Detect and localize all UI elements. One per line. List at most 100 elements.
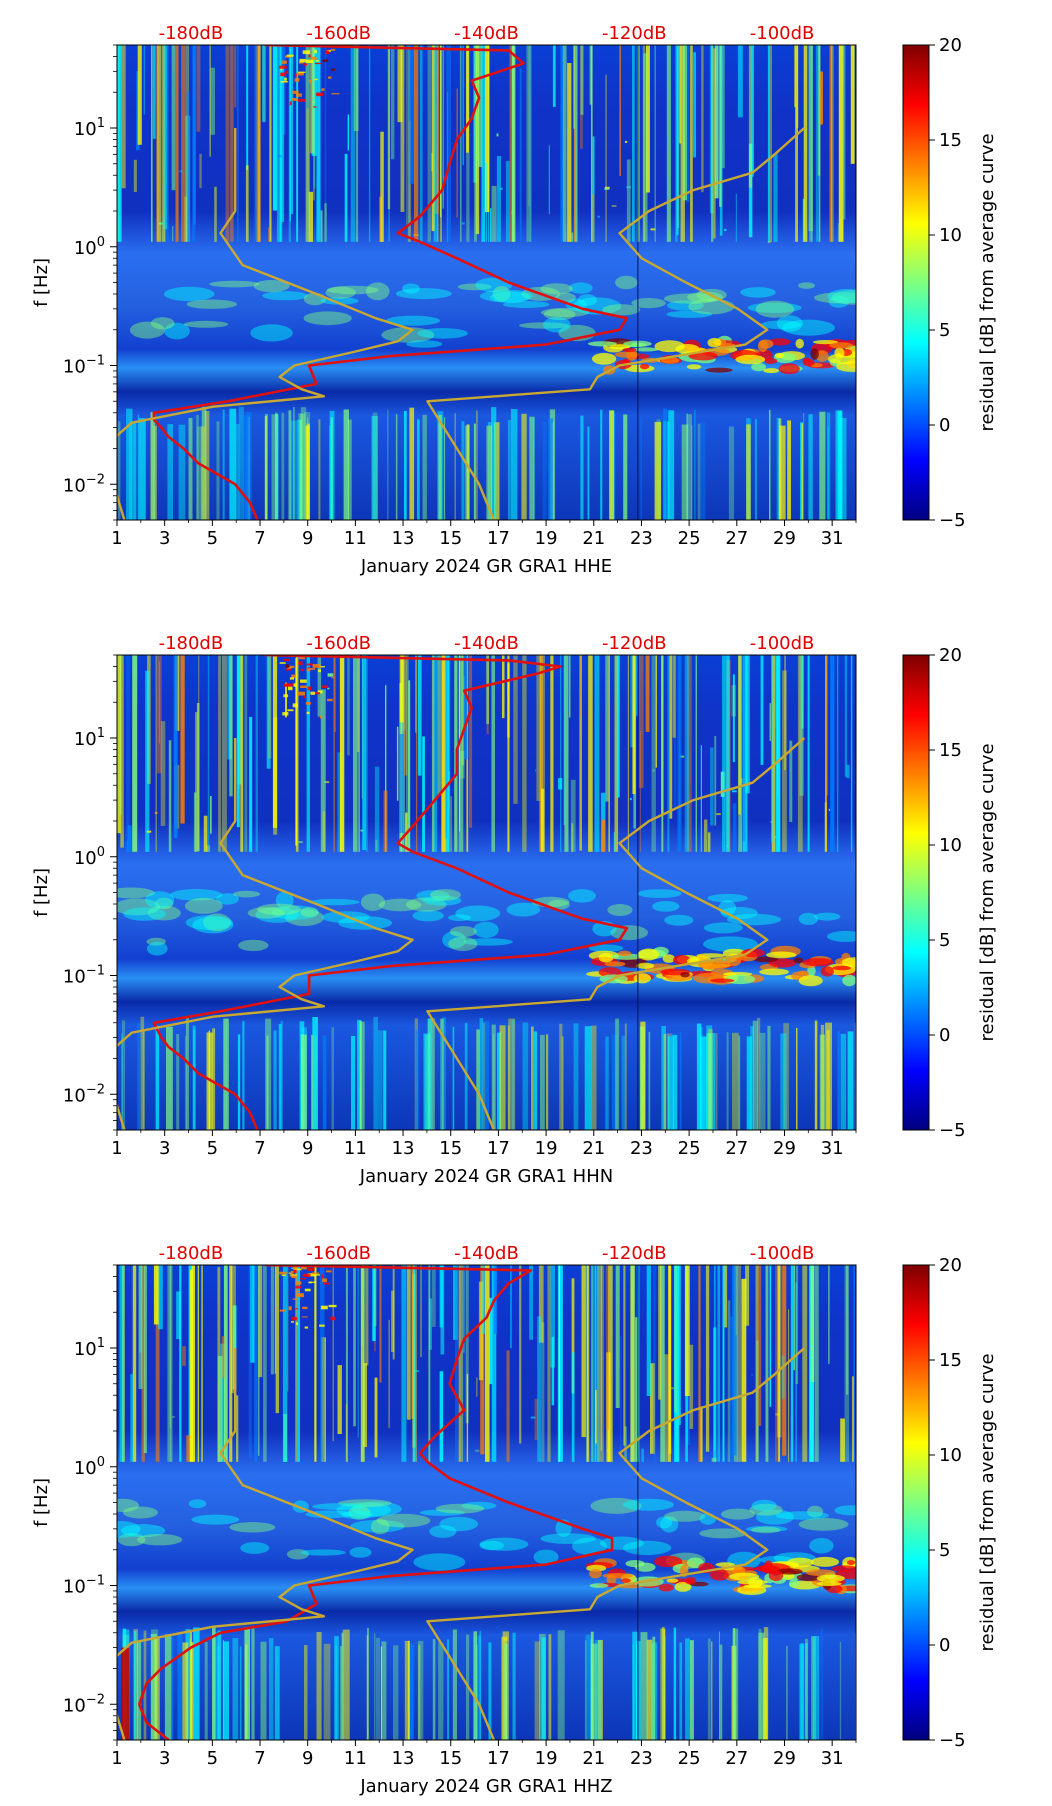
x-tick-label: 23 (630, 1138, 653, 1159)
x-tick-label: 29 (773, 1748, 796, 1769)
x-tick-label: 1 (111, 1138, 122, 1159)
x-tick-label: 13 (392, 1138, 415, 1159)
colorbar-tick-label: 20 (939, 645, 962, 666)
x-tick-label: 3 (159, 1748, 170, 1769)
spectrogram-heatmap (117, 655, 856, 1130)
colorbar-tick-label: 5 (939, 1540, 950, 1561)
spectrogram-heatmap (117, 1265, 856, 1740)
low-noise-model-line (117, 738, 414, 1130)
x-tick-label: 25 (678, 1138, 701, 1159)
colorbar-tick-label: 10 (939, 835, 962, 856)
panel-1: 1 3 5 7 9 11 13 15 17 19 21 23 25 27 29 3110110010−110−… (31, 23, 998, 577)
y-tick-label: 101 (74, 726, 105, 750)
colorbar (902, 654, 930, 1131)
colorbar (902, 44, 930, 521)
colorbar-label: residual [dB] from average curve (977, 133, 998, 431)
db-scale-label: -180dB (159, 1243, 224, 1264)
x-tick-label: 11 (344, 528, 367, 549)
x-tick-label: 29 (773, 1138, 796, 1159)
y-tick-label: 10−1 (63, 1574, 105, 1598)
x-tick-label: 21 (582, 1748, 605, 1769)
db-scale-label: -140dB (454, 633, 519, 654)
y-tick-label: 100 (74, 845, 105, 869)
x-tick-label: 19 (535, 1138, 558, 1159)
db-scale-label: -180dB (159, 23, 224, 44)
x-tick-label: 29 (773, 528, 796, 549)
db-scale-label: -160dB (306, 23, 371, 44)
x-tick-label: 5 (207, 1138, 218, 1159)
spectrogram-heatmap (117, 45, 856, 520)
x-axis-label: January 2024 GR GRA1 HHN (359, 1166, 613, 1187)
colorbar-label: residual [dB] from average curve (977, 1353, 998, 1651)
x-tick-label: 1 (111, 1748, 122, 1769)
y-tick-label: 10−2 (63, 1692, 105, 1716)
x-tick-label: 21 (582, 1138, 605, 1159)
colorbar-tick-label: 0 (939, 1635, 950, 1656)
x-tick-label: 7 (254, 1138, 265, 1159)
db-scale-label: -100dB (750, 1243, 815, 1264)
low-noise-model-line (117, 1348, 414, 1740)
x-axis-label: January 2024 GR GRA1 HHZ (359, 1776, 612, 1797)
x-tick-label: 7 (254, 528, 265, 549)
x-tick-label: 3 (159, 528, 170, 549)
colorbar-tick-label: 0 (939, 415, 950, 436)
x-tick-label: 15 (439, 1748, 462, 1769)
x-tick-label: 23 (630, 528, 653, 549)
colorbar-tick-label: 20 (939, 35, 962, 56)
panel-2: 1 3 5 7 9 11 13 15 17 19 21 23 25 27 29 3110110010−110−… (31, 633, 998, 1187)
average-noise-curve (152, 655, 629, 1130)
y-tick-label: 10−1 (63, 354, 105, 378)
average-noise-curve (152, 45, 629, 520)
x-tick-label: 27 (725, 1138, 748, 1159)
x-tick-label: 25 (678, 1748, 701, 1769)
colorbar-tick-label: 0 (939, 1025, 950, 1046)
x-tick-label: 27 (725, 528, 748, 549)
y-tick-label: 10−1 (63, 964, 105, 988)
high-noise-model-line (426, 737, 806, 1130)
x-tick-label: 9 (302, 1748, 313, 1769)
db-scale-label: -120dB (602, 23, 667, 44)
x-tick-label: 17 (487, 1748, 510, 1769)
y-axis-label: f [Hz] (31, 1478, 52, 1527)
x-tick-label: 15 (439, 1138, 462, 1159)
y-axis-label: f [Hz] (31, 258, 52, 307)
colorbar-tick-label: −5 (939, 1120, 966, 1141)
x-tick-label: 13 (392, 528, 415, 549)
y-tick-label: 10−2 (63, 1082, 105, 1106)
y-tick-label: 10−2 (63, 472, 105, 496)
average-noise-curve (137, 1265, 614, 1740)
x-tick-label: 17 (487, 528, 510, 549)
colorbar-tick-label: 10 (939, 225, 962, 246)
y-tick-label: 100 (74, 235, 105, 259)
db-scale-label: -140dB (454, 1243, 519, 1264)
colorbar-tick-label: 15 (939, 740, 962, 761)
db-scale-label: -120dB (602, 633, 667, 654)
db-scale-label: -160dB (306, 633, 371, 654)
panel-3: 1 3 5 7 9 11 13 15 17 19 21 23 25 27 29 3110110010−110−… (31, 1243, 998, 1797)
x-tick-label: 13 (392, 1748, 415, 1769)
colorbar-tick-label: −5 (939, 1730, 966, 1751)
colorbar-label: residual [dB] from average curve (977, 743, 998, 1041)
y-axis-label: f [Hz] (31, 868, 52, 917)
colorbar-tick-label: −5 (939, 510, 966, 531)
x-tick-label: 1 (111, 528, 122, 549)
db-scale-label: -100dB (750, 633, 815, 654)
db-scale-label: -160dB (306, 1243, 371, 1264)
high-noise-model-line (426, 1347, 806, 1740)
x-axis-label: January 2024 GR GRA1 HHE (360, 556, 612, 577)
x-tick-label: 17 (487, 1138, 510, 1159)
x-tick-label: 9 (302, 1138, 313, 1159)
x-tick-label: 11 (344, 1748, 367, 1769)
y-tick-label: 101 (74, 116, 105, 140)
colorbar-tick-label: 15 (939, 130, 962, 151)
x-tick-label: 19 (535, 528, 558, 549)
x-tick-label: 23 (630, 1748, 653, 1769)
y-tick-label: 100 (74, 1455, 105, 1479)
low-noise-model-line (117, 128, 414, 520)
colorbar-tick-label: 15 (939, 1350, 962, 1371)
x-tick-label: 11 (344, 1138, 367, 1159)
x-tick-label: 19 (535, 1748, 558, 1769)
x-tick-label: 3 (159, 1138, 170, 1159)
x-tick-label: 15 (439, 528, 462, 549)
